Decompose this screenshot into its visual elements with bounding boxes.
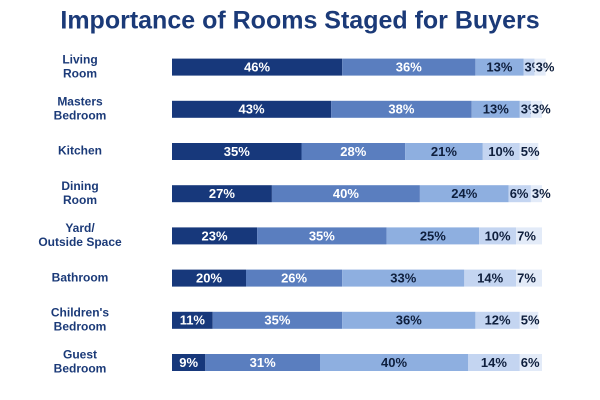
bar-segment: [320, 354, 468, 371]
bar-segment: [468, 354, 520, 371]
value-label: 5%: [521, 313, 540, 328]
bar-segment: [342, 269, 465, 287]
value-label: 6%: [521, 355, 540, 370]
value-label: 36%: [396, 60, 422, 75]
value-label: 33%: [390, 271, 416, 286]
value-label: 21%: [431, 144, 457, 159]
value-label: 10%: [488, 144, 514, 159]
bar-segment: [205, 354, 320, 371]
category-label: Room: [63, 66, 97, 80]
category-label: Guest: [63, 348, 97, 362]
value-label: 20%: [196, 271, 222, 286]
bar-segment: [519, 143, 539, 160]
value-label: 3%: [536, 60, 555, 75]
bar-segment: [508, 185, 531, 203]
bar-segment: [534, 58, 546, 76]
bar-segment: [475, 58, 524, 76]
bar-segment: [386, 227, 480, 245]
value-label: 40%: [333, 186, 359, 201]
bar-segment: [523, 58, 535, 76]
chart-title: Importance of Rooms Staged for Buyers: [60, 7, 539, 35]
value-label: 38%: [388, 102, 414, 117]
category-label: Outside Space: [38, 235, 122, 249]
value-label: 11%: [180, 313, 206, 328]
value-label: 35%: [224, 144, 250, 159]
bar-segment: [464, 269, 517, 287]
bar-segment: [516, 269, 542, 287]
category-label: Kitchen: [58, 144, 102, 158]
category-label: Masters: [57, 94, 103, 108]
category-label: Bathroom: [52, 270, 109, 284]
value-label: 27%: [209, 186, 235, 201]
category-label: Bedroom: [54, 362, 107, 376]
value-label: 10%: [485, 228, 511, 243]
bar-segment: [301, 143, 406, 160]
value-label: 40%: [381, 355, 407, 370]
bar-segment: [471, 100, 520, 118]
category-label: Children's: [51, 305, 110, 319]
category-label: Yard/: [65, 221, 95, 235]
value-label: 14%: [481, 355, 507, 370]
value-label: 5%: [521, 144, 540, 159]
value-label: 3%: [532, 102, 551, 117]
value-label: 46%: [244, 60, 270, 75]
value-label: 35%: [309, 228, 335, 243]
bar-segment: [172, 269, 246, 287]
bar-segment: [172, 100, 332, 118]
bar-segment: [530, 100, 542, 118]
value-label: 43%: [239, 102, 265, 117]
value-label: 31%: [250, 355, 276, 370]
value-label: 25%: [420, 228, 446, 243]
bar-segment: [172, 185, 272, 203]
category-label: Bedroom: [54, 108, 107, 122]
bar-segment: [519, 100, 531, 118]
bar-segment: [342, 311, 476, 329]
category-label: Bedroom: [54, 319, 107, 333]
bar-segment: [530, 185, 542, 203]
value-label: 14%: [477, 271, 503, 286]
bar-segment: [172, 227, 258, 245]
value-label: 35%: [264, 313, 290, 328]
value-label: 13%: [486, 60, 512, 75]
bar-segment: [246, 269, 343, 287]
category-label: Living: [62, 52, 97, 66]
bar-segment: [475, 311, 520, 329]
bar-segment: [519, 354, 542, 371]
value-label: 28%: [340, 144, 366, 159]
value-label: 6%: [510, 186, 529, 201]
bar-segment: [257, 227, 387, 245]
bar-segment: [212, 311, 343, 329]
bar-segment: [172, 143, 302, 160]
bar-segment: [342, 58, 476, 76]
bar-segment: [172, 354, 206, 371]
bar-segment: [172, 311, 213, 329]
value-label: 36%: [396, 313, 422, 328]
value-label: 9%: [179, 355, 198, 370]
bar-segment: [516, 227, 542, 245]
value-label: 23%: [202, 228, 228, 243]
value-label: 12%: [485, 313, 511, 328]
bar-segment: [519, 311, 539, 329]
value-label: 3%: [532, 186, 551, 201]
value-label: 24%: [451, 186, 477, 201]
value-label: 26%: [281, 271, 307, 286]
bar-segment: [419, 185, 509, 203]
category-label: Room: [63, 193, 97, 207]
value-label: 7%: [517, 228, 536, 243]
bar-segment: [172, 58, 343, 76]
bar-segment: [405, 143, 483, 160]
bar-segment: [331, 100, 472, 118]
value-label: 7%: [517, 271, 536, 286]
bar-segment: [479, 227, 517, 245]
bar-segment: [271, 185, 420, 203]
value-label: 13%: [483, 102, 509, 117]
category-label: Dining: [61, 179, 98, 193]
bar-segment: [482, 143, 520, 160]
